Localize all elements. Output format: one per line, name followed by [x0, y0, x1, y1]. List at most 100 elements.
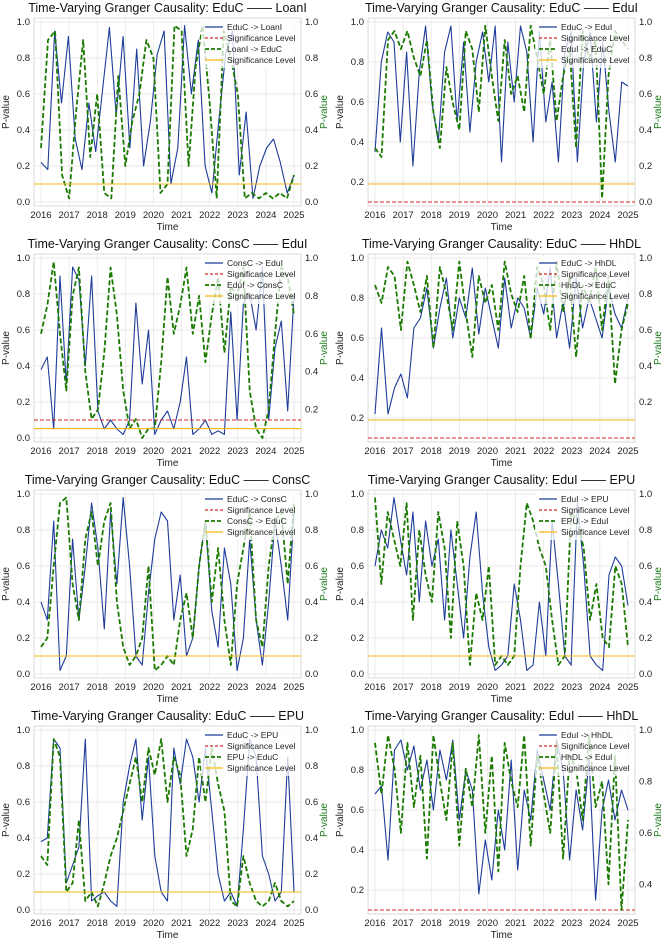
legend-entry: Significance Level	[561, 741, 630, 751]
x-tick-label: 2019	[449, 682, 470, 693]
y-tick-right-label: 0.0	[639, 669, 652, 680]
x-tick-label: 2025	[283, 446, 304, 457]
x-tick-label: 2016	[30, 682, 51, 693]
legend-entry: EduC -> LoanI	[227, 22, 282, 32]
chart-panel-7: 0.0 0.2 0.4 0.6 0.8 1.0 0.0 0.2 0.4 0.6 0.8 1.0 2016…	[1, 709, 330, 941]
x-tick-label: 2017	[393, 210, 414, 221]
y-tick-right-label: 0.4	[305, 125, 318, 136]
x-tick-label: 2023	[561, 682, 582, 693]
x-tick-label: 2024	[255, 682, 276, 693]
x-tick-label: 2016	[364, 210, 385, 221]
x-tick-label: 2023	[227, 918, 248, 929]
y-tick-left-label: 1.0	[17, 489, 30, 500]
x-tick-label: 2019	[115, 446, 136, 457]
y-tick-left-label: 0.4	[351, 597, 364, 608]
series-line-reverse	[374, 734, 629, 911]
legend-entry: HhDL -> EduI	[561, 752, 612, 762]
x-tick-label: 2020	[143, 210, 164, 221]
y-tick-right-label: 0.4	[305, 367, 318, 378]
y-tick-left-label: 0.2	[17, 869, 30, 880]
legend-entry: Significance Level	[227, 291, 296, 301]
y-tick-right-label: 0.6	[639, 828, 652, 839]
x-tick-label: 2019	[449, 210, 470, 221]
x-axis-label: Time	[491, 222, 513, 233]
y-tick-left-label: 0.4	[351, 845, 364, 856]
x-tick-label: 2020	[143, 682, 164, 693]
x-tick-label: 2022	[533, 918, 554, 929]
x-tick-label: 2025	[617, 446, 638, 457]
y-tick-right-label: 0.4	[639, 597, 652, 608]
x-tick-label: 2023	[561, 918, 582, 929]
x-tick-label: 2019	[449, 446, 470, 457]
x-tick-label: 2021	[505, 446, 526, 457]
x-tick-label: 2025	[617, 918, 638, 929]
y-axis-left-label: P-value	[1, 95, 12, 129]
x-tick-label: 2021	[171, 210, 192, 221]
legend-entry: Significance Level	[227, 763, 296, 773]
x-tick-label: 2022	[533, 210, 554, 221]
legend-entry: HhDL -> EduC	[561, 280, 616, 290]
x-tick-label: 2020	[143, 446, 164, 457]
legend-entry: EduC -> EduI	[561, 22, 612, 32]
legend-entry: EPU -> EduI	[561, 516, 608, 526]
x-tick-label: 2021	[505, 682, 526, 693]
y-tick-left-label: 0.4	[351, 373, 364, 384]
chart-panel-8: 0.2 0.4 0.6 0.8 1.0 0.4 0.6 0.8 1.0 2016 2017 2018 2…	[335, 709, 664, 941]
chart-panel-3: 0.0 0.2 0.4 0.6 0.8 1.0 0.2 0.4 0.6 0.8 1.0 2016 201…	[1, 237, 330, 469]
y-tick-left-label: 0.2	[17, 161, 30, 172]
x-axis-label: Time	[157, 458, 179, 469]
legend-entry: Significance Level	[561, 763, 630, 773]
y-tick-right-label: 0.6	[639, 89, 652, 100]
y-tick-left-label: 1.0	[351, 17, 364, 28]
y-tick-left-label: 0.6	[351, 97, 364, 108]
y-tick-right-label: 0.6	[305, 329, 318, 340]
legend-entry: EduC -> ConsC	[227, 494, 287, 504]
y-axis-right-label: P-value	[319, 95, 330, 129]
y-tick-left-label: 0.8	[17, 53, 30, 64]
x-tick-label: 2017	[393, 682, 414, 693]
x-tick-label: 2023	[561, 210, 582, 221]
legend-entry: ConsC -> EduI	[227, 258, 283, 268]
y-tick-right-label: 1.0	[305, 489, 318, 500]
y-tick-left-label: 0.6	[351, 333, 364, 344]
x-tick-label: 2024	[589, 682, 610, 693]
series-line-forward	[374, 267, 629, 415]
x-tick-label: 2022	[199, 918, 220, 929]
y-tick-right-label: 0.8	[639, 289, 652, 300]
legend-entry: Significance Level	[227, 33, 296, 43]
y-tick-right-label: 0.8	[639, 53, 652, 64]
y-tick-right-label: 0.6	[305, 561, 318, 572]
legend-entry: Significance Level	[227, 269, 296, 279]
x-tick-label: 2016	[30, 918, 51, 929]
y-tick-left-label: 0.6	[17, 325, 30, 336]
x-tick-label: 2018	[87, 210, 108, 221]
y-axis-right-label: P-value	[653, 567, 664, 601]
y-tick-right-label: 0.2	[639, 633, 652, 644]
x-tick-label: 2023	[227, 210, 248, 221]
x-tick-label: 2017	[59, 918, 80, 929]
legend-entry: Significance Level	[561, 505, 630, 515]
y-tick-right-label: 1.0	[639, 725, 652, 736]
y-tick-left-label: 0.4	[17, 361, 30, 372]
x-tick-label: 2020	[477, 210, 498, 221]
x-tick-label: 2024	[255, 210, 276, 221]
x-tick-label: 2021	[171, 446, 192, 457]
legend-entry: Significance Level	[561, 33, 630, 43]
x-axis-label: Time	[157, 930, 179, 941]
chart-panel-1: 0.0 0.2 0.4 0.6 0.8 1.0 0.0 0.2 0.4 0.6 0.8 1.0 2016…	[1, 1, 330, 233]
y-axis-left-label: P-value	[1, 331, 12, 365]
x-tick-label: 2019	[449, 918, 470, 929]
x-tick-label: 2025	[617, 210, 638, 221]
legend-entry: ConsC -> EduC	[227, 516, 287, 526]
legend-entry: EduI -> EPU	[561, 494, 608, 504]
x-tick-label: 2023	[227, 682, 248, 693]
x-tick-label: 2022	[533, 446, 554, 457]
y-tick-left-label: 0.8	[351, 57, 364, 68]
y-tick-left-label: 0.2	[17, 633, 30, 644]
chart-title: Time-Varying Granger Causality: EduI —— …	[365, 709, 639, 723]
y-tick-left-label: 0.6	[17, 561, 30, 572]
y-tick-right-label: 0.8	[305, 291, 318, 302]
x-tick-label: 2020	[143, 918, 164, 929]
